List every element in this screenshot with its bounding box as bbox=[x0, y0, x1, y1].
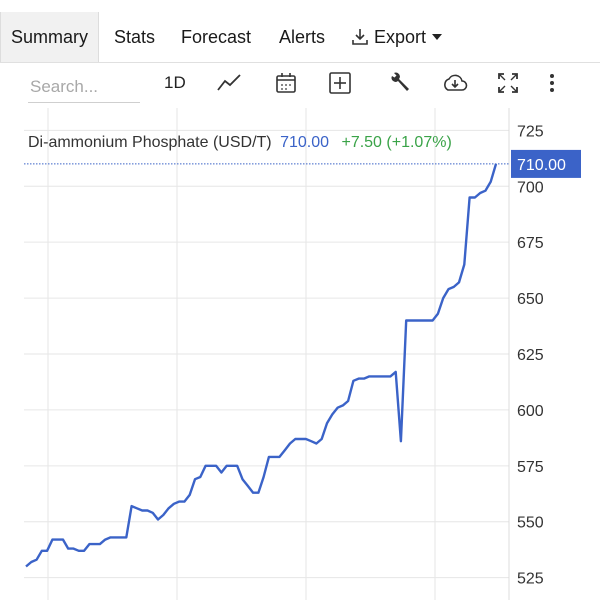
chart-area[interactable]: 525 550 575 600 625 650 675 700 725 710.00 bbox=[24, 108, 600, 600]
cloud-download-icon bbox=[444, 74, 468, 91]
fullscreen-button[interactable] bbox=[496, 70, 520, 96]
tab-export[interactable]: Export bbox=[350, 12, 443, 62]
y-tick-label: 700 bbox=[517, 179, 544, 196]
tab-summary-label: Summary bbox=[11, 27, 89, 47]
wrench-icon bbox=[391, 72, 409, 91]
add-indicator-button[interactable] bbox=[328, 70, 352, 96]
last-price-tag-bg bbox=[511, 149, 581, 178]
price-change: +7.50 (+1.07%) bbox=[341, 134, 452, 151]
y-tick-label: 650 bbox=[517, 291, 544, 308]
interval-button[interactable]: 1D bbox=[164, 70, 186, 96]
chevron-down-icon bbox=[432, 34, 443, 40]
more-vert-icon bbox=[550, 74, 554, 92]
download-button[interactable] bbox=[440, 70, 470, 96]
tab-stats-label: Stats bbox=[114, 27, 156, 47]
y-tick-label: 675 bbox=[517, 235, 544, 252]
interval-label: 1D bbox=[164, 73, 186, 92]
last-price-tag: 710.00 bbox=[511, 149, 581, 178]
date-range-button[interactable] bbox=[274, 70, 298, 96]
last-price: 710.00 bbox=[280, 134, 330, 151]
price-chart[interactable]: 525 550 575 600 625 650 675 700 725 710.00 bbox=[24, 108, 600, 600]
add-icon bbox=[329, 72, 351, 94]
tab-forecast-label: Forecast bbox=[181, 27, 252, 47]
chart-type-button[interactable] bbox=[216, 70, 242, 96]
instrument-name: Di-ammonium Phosphate (USD/T) bbox=[28, 134, 272, 151]
y-tick-label: 725 bbox=[517, 123, 544, 140]
y-tick-label: 525 bbox=[517, 571, 544, 588]
chart-legend: Di-ammonium Phosphate (USD/T) 710.00 +7.… bbox=[28, 134, 452, 152]
y-tick-label: 575 bbox=[517, 459, 544, 476]
settings-button[interactable] bbox=[388, 70, 412, 96]
chart-grid bbox=[24, 108, 510, 600]
tab-bar: Summary Stats Forecast Alerts Export bbox=[0, 0, 600, 63]
y-axis: 525 550 575 600 625 650 675 700 725 bbox=[517, 123, 544, 587]
search-input[interactable] bbox=[28, 72, 140, 103]
tab-export-label: Export bbox=[374, 27, 427, 47]
tab-summary[interactable]: Summary bbox=[0, 12, 100, 62]
fullscreen-icon bbox=[498, 73, 518, 93]
more-options-button[interactable] bbox=[544, 70, 560, 96]
last-price-tag-label: 710.00 bbox=[517, 157, 566, 174]
y-tick-label: 600 bbox=[517, 403, 544, 420]
chart-toolbar: 1D bbox=[0, 62, 600, 108]
line-chart-icon bbox=[217, 74, 241, 91]
tab-stats[interactable]: Stats bbox=[114, 12, 155, 62]
price-line bbox=[25, 163, 498, 568]
download-icon bbox=[352, 29, 368, 45]
y-tick-label: 625 bbox=[517, 347, 544, 364]
tab-alerts[interactable]: Alerts bbox=[279, 12, 325, 62]
calendar-icon bbox=[276, 73, 296, 93]
tab-forecast[interactable]: Forecast bbox=[181, 12, 251, 62]
tab-alerts-label: Alerts bbox=[279, 27, 326, 47]
y-tick-label: 550 bbox=[517, 515, 544, 532]
